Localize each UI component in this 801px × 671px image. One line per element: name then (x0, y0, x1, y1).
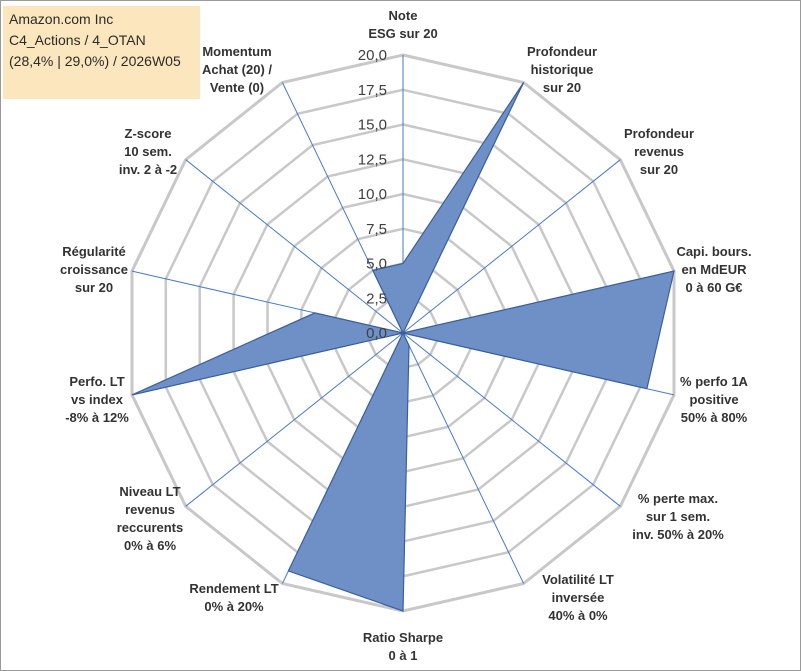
spoke-2 (402, 159, 621, 334)
axis-label-4: % perfo 1A (680, 374, 749, 389)
axis-label-3: en MdEUR (682, 262, 748, 277)
axis-label-10: -8% à 12% (65, 410, 129, 425)
axis-label-2: sur 20 (640, 162, 678, 177)
axis-label-12: 10 sem. (124, 144, 172, 159)
tick-label: 2,5 (366, 290, 387, 307)
radar-tick-labels: 0,0 2,5 5,0 7,5 10,0 12,5 15,0 17,5 20,0 (358, 47, 387, 342)
axis-label-13: Momentum (202, 44, 271, 59)
axis-label-13: Achat (20) / (202, 62, 272, 77)
tick-label: 10,0 (358, 186, 387, 203)
tick-label: 20,0 (358, 47, 387, 64)
axis-label-11: Régularité (62, 244, 126, 259)
radar-series (131, 82, 675, 612)
axis-label-5: sur 1 sem. (646, 509, 710, 524)
tick-label: 15,0 (358, 117, 387, 134)
tick-label: 0,0 (366, 325, 387, 342)
axis-label-4: positive (689, 392, 738, 407)
series-area-0 (131, 82, 675, 612)
axis-label-8: 0% à 20% (204, 599, 264, 614)
radar-axis-labels: Note ESG sur 20 Profondeur historique sur 20… (60, 8, 752, 663)
spoke-5 (402, 332, 621, 507)
spoke-6 (402, 332, 525, 584)
axis-label-1: historique (531, 62, 594, 77)
axis-label-7: 0 à 1 (389, 648, 418, 663)
axis-label-5: % perte max. (638, 491, 718, 506)
axis-label-5: inv. 50% à 20% (632, 527, 724, 542)
axis-label-11: sur 20 (75, 280, 113, 295)
tick-label: 7,5 (366, 221, 387, 238)
axis-label-3: Capi. bours. (676, 244, 751, 259)
axis-label-8: Rendement LT (189, 581, 278, 596)
axis-label-10: vs index (71, 392, 124, 407)
axis-label-2: Profondeur (624, 126, 694, 141)
axis-label-6: 40% à 0% (548, 608, 608, 623)
spoke-9 (185, 332, 404, 507)
axis-label-2: revenus (634, 144, 684, 159)
axis-label-6: Volatilité LT (542, 572, 614, 587)
portfolio-label: C4_Actions / 4_OTAN (9, 32, 146, 48)
axis-label-11: croissance (60, 262, 128, 277)
axis-label-9: reccurents (117, 520, 183, 535)
axis-label-10: Perfo. LT (69, 374, 124, 389)
company-name: Amazon.com Inc (9, 11, 114, 27)
axis-label-7: Ratio Sharpe (363, 630, 443, 645)
axis-label-1: sur 20 (543, 80, 581, 95)
axis-label-13: Vente (0) (210, 80, 264, 95)
axis-label-12: Z-score (125, 126, 172, 141)
info-box: Amazon.com Inc C4_Actions / 4_OTAN (28,4… (3, 6, 200, 99)
axis-label-3: 0 à 60 G€ (685, 280, 742, 295)
axis-label-4: 50% à 80% (681, 410, 748, 425)
axis-label-9: 0% à 6% (124, 538, 176, 553)
tick-label: 17,5 (358, 82, 387, 99)
performance-summary: (28,4% | 29,0%) / 2026W05 (9, 53, 181, 69)
axis-label-9: revenus (125, 502, 175, 517)
spoke-12 (185, 159, 404, 334)
axis-label-0: ESG sur 20 (368, 26, 437, 41)
axis-label-6: inversée (552, 590, 605, 605)
tick-label: 12,5 (358, 151, 387, 168)
axis-label-12: inv. 2 à -2 (119, 162, 177, 177)
axis-label-0: Note (389, 8, 418, 23)
axis-label-1: Profondeur (527, 44, 597, 59)
tick-label: 5,0 (366, 256, 387, 273)
axis-label-9: Niveau LT (119, 484, 180, 499)
